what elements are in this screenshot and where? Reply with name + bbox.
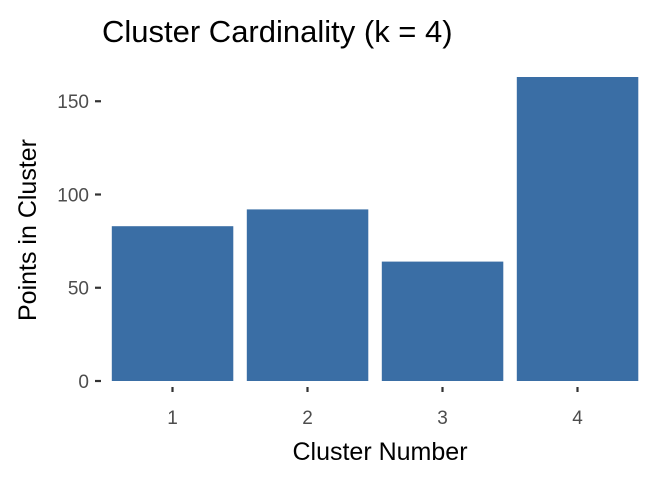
bar-cluster-2: [246, 209, 369, 381]
bar-cluster-4: [516, 77, 639, 381]
x-axis: 1 2 3 4: [167, 387, 583, 429]
y-tick-label: 150: [57, 92, 89, 113]
x-axis-title: Cluster Number: [292, 438, 467, 466]
x-tick-label: 4: [572, 408, 583, 429]
y-tick-label: 50: [68, 279, 89, 300]
y-tick-label: 0: [78, 372, 89, 393]
x-tick-label: 2: [302, 408, 313, 429]
bar-cluster-3: [381, 261, 504, 381]
bars-group: [111, 77, 639, 381]
chart-title: Cluster Cardinality (k = 4): [102, 14, 453, 49]
y-tick-label: 100: [57, 185, 89, 206]
bar-cluster-1: [111, 226, 234, 381]
x-tick-label: 3: [437, 408, 448, 429]
x-tick-label: 1: [167, 408, 178, 429]
y-axis-title: Points in Cluster: [14, 139, 42, 321]
y-axis: 0 50 100 150: [57, 92, 101, 393]
